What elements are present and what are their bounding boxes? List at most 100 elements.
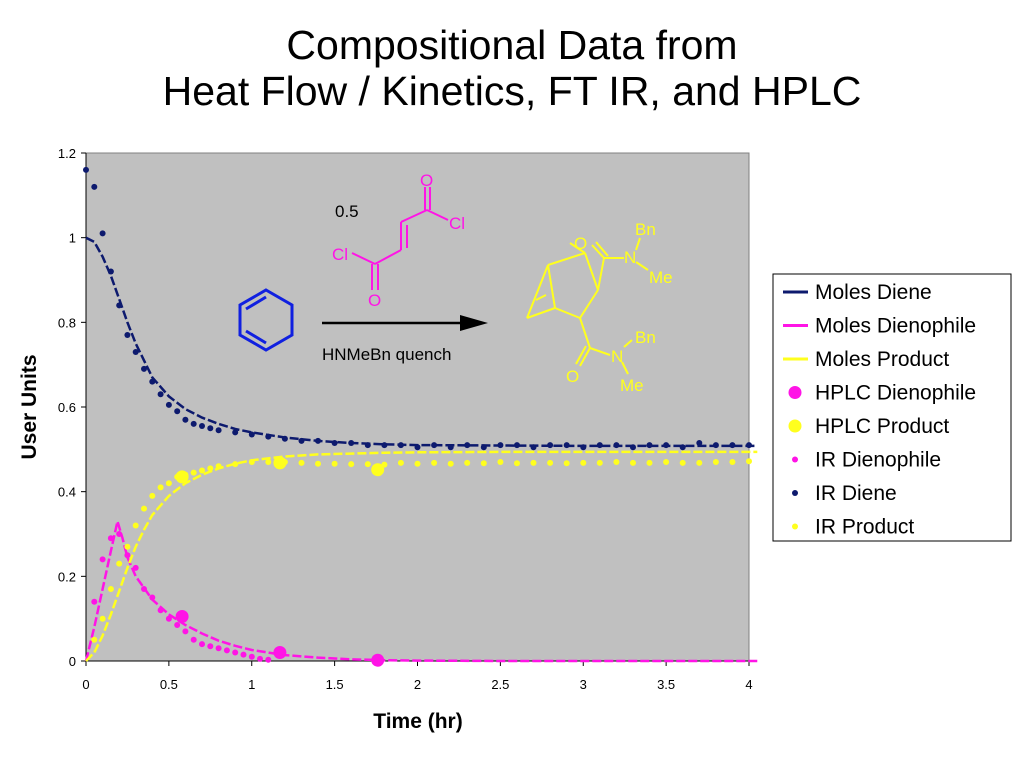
data-point [116, 531, 123, 537]
data-point [315, 460, 321, 467]
data-point [223, 647, 230, 654]
reagent-label: HNMeBn quench [322, 345, 451, 364]
y-tick-label: 0.4 [58, 485, 76, 500]
data-point [207, 643, 214, 650]
legend-marker-swatch [788, 386, 802, 399]
data-point [331, 440, 338, 446]
data-point [248, 431, 255, 438]
y-axis-title: User Units [18, 354, 41, 459]
data-point [464, 442, 471, 449]
data-point [175, 610, 189, 623]
data-point [91, 636, 98, 643]
legend-item-moles-dienophile: Moles Dienophile [783, 315, 976, 338]
series-moles-diene [85, 236, 758, 448]
legend-marker-swatch [788, 419, 802, 433]
data-point [149, 378, 156, 385]
series-ir-dienophile [91, 531, 272, 663]
data-point [199, 641, 205, 648]
series-line [84, 516, 758, 663]
data-point [199, 467, 205, 474]
data-point [281, 435, 288, 442]
data-point [132, 564, 139, 571]
data-point [157, 391, 164, 398]
data-point [91, 598, 98, 605]
data-point [157, 607, 164, 614]
x-tick-label: 1 [248, 677, 255, 692]
atom-o-label: O [574, 234, 587, 253]
data-point [696, 440, 703, 446]
data-point [273, 646, 287, 659]
data-point [107, 586, 114, 592]
data-point [215, 463, 222, 470]
data-point [646, 459, 653, 466]
data-point [712, 442, 719, 449]
data-point [99, 230, 106, 237]
data-point [149, 492, 156, 499]
x-tick-label: 3.5 [657, 677, 675, 692]
data-point [190, 420, 197, 427]
legend-label: Moles Dienophile [815, 315, 976, 338]
legend-marker-swatch [792, 456, 798, 463]
data-point [613, 459, 620, 465]
group-bn-label: Bn [635, 220, 656, 239]
data-point [563, 460, 570, 467]
data-point [124, 332, 131, 338]
legend-marker-swatch [792, 490, 798, 496]
legend-marker-swatch [792, 523, 798, 530]
data-point [348, 461, 355, 468]
data-point [679, 459, 686, 466]
data-point [729, 442, 736, 449]
group-me-label: Me [649, 268, 673, 287]
data-point [746, 458, 752, 465]
x-tick-label: 3 [580, 677, 587, 692]
series-hplc-dienophile [175, 610, 385, 667]
data-point [215, 427, 222, 434]
data-point [99, 556, 106, 563]
data-point [331, 460, 338, 467]
data-point [248, 653, 255, 660]
atom-o-label: O [420, 171, 433, 190]
data-point [580, 459, 587, 466]
data-point [298, 437, 305, 444]
data-point [207, 465, 214, 472]
series-layer [83, 166, 758, 667]
data-point [371, 463, 385, 477]
data-point [182, 628, 189, 635]
data-point [315, 437, 321, 444]
data-point [175, 470, 189, 484]
legend-item-hplc-product: HPLC Product [788, 415, 949, 438]
data-point [414, 460, 421, 467]
data-point [712, 459, 719, 465]
y-tick-label: 0.8 [58, 315, 76, 330]
data-point [165, 480, 172, 487]
data-point [190, 636, 197, 643]
data-point [257, 655, 263, 662]
legend-item-moles-diene: Moles Diene [783, 281, 932, 304]
data-point [116, 302, 123, 309]
data-point [182, 416, 189, 423]
product-structure: O N Bn Me N Bn O Me [526, 220, 673, 395]
legend: Moles Diene Moles Dienophile Moles Product… [772, 273, 1012, 542]
data-point [91, 183, 98, 190]
data-point [248, 459, 255, 465]
x-tick-label: 1.5 [326, 677, 344, 692]
y-tick-label: 1.2 [58, 146, 76, 161]
data-point [746, 442, 752, 449]
legend-item-hplc-dienophile: HPLC Dienophile [788, 382, 976, 405]
data-point [141, 365, 147, 372]
cyclohexadiene-structure [238, 288, 294, 352]
data-point [116, 560, 123, 567]
x-tick-label: 0 [82, 677, 89, 692]
atom-o-label: O [566, 367, 579, 386]
data-point [232, 649, 239, 656]
data-point [397, 442, 404, 449]
series-line [85, 450, 758, 662]
atom-cl-label: Cl [449, 214, 465, 233]
series-line [85, 236, 758, 448]
data-point [132, 522, 139, 529]
data-point [174, 622, 181, 628]
data-point [149, 594, 156, 601]
data-point [663, 442, 670, 449]
data-point [547, 459, 554, 466]
legend-item-moles-product: Moles Product [783, 348, 949, 371]
